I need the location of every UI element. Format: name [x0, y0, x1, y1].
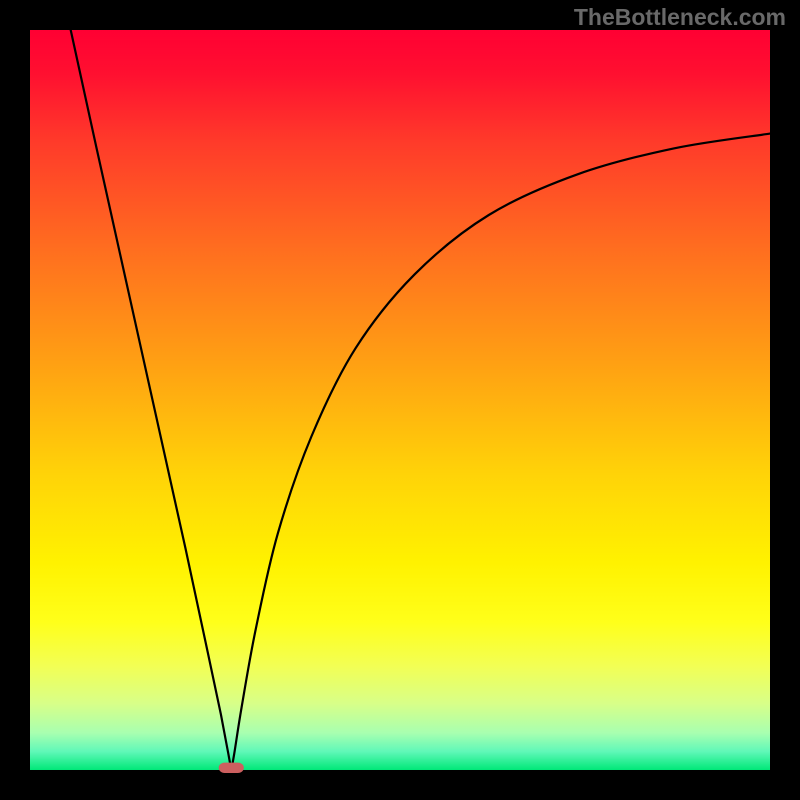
chart-container: TheBottleneck.com: [0, 0, 800, 800]
minimum-marker: [219, 763, 244, 773]
bottleneck-chart: [0, 0, 800, 800]
watermark-text: TheBottleneck.com: [574, 4, 786, 31]
plot-background: [30, 30, 770, 770]
